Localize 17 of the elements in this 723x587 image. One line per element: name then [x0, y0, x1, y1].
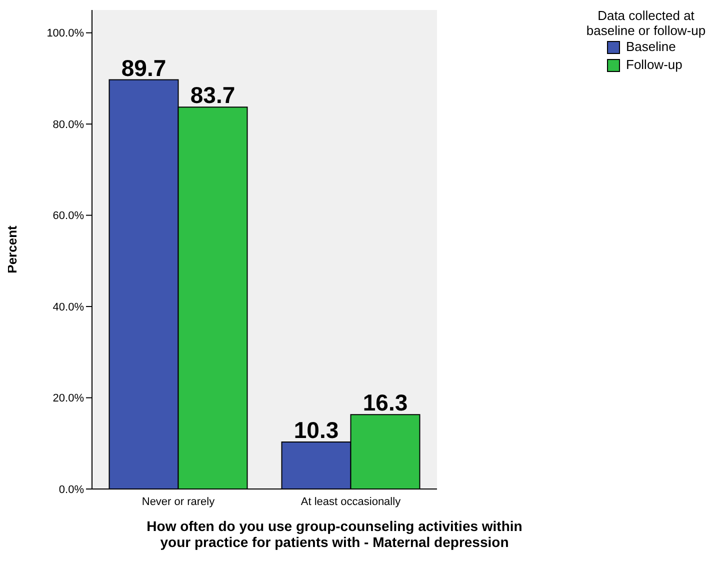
data-label: 10.3 [294, 417, 339, 444]
x-tick-label: At least occasionally [300, 496, 402, 508]
legend-label: Follow-up [625, 56, 684, 74]
y-tick-label: 20.0% [52, 392, 84, 405]
y-tick-label: 0.0% [58, 484, 84, 496]
data-label: 16.3 [362, 390, 408, 416]
y-tick-label: 100.0% [46, 28, 84, 40]
y-axis-title: Percent [4, 224, 20, 274]
legend-title: Data collected at baseline or follow-up [585, 8, 707, 38]
y-tick-label: 80.0% [52, 118, 84, 131]
data-label: 89.7 [121, 54, 166, 81]
legend-label: Baseline [625, 38, 677, 56]
data-label: 83.7 [190, 82, 236, 108]
y-tick-label: 60.0% [52, 210, 84, 222]
x-axis-title: How often do you use group-counseling activities within your practice for patients with - Maternal depression [146, 518, 524, 550]
x-tick-label: Never or rarely [142, 496, 216, 508]
y-tick-label: 40.0% [52, 301, 84, 314]
